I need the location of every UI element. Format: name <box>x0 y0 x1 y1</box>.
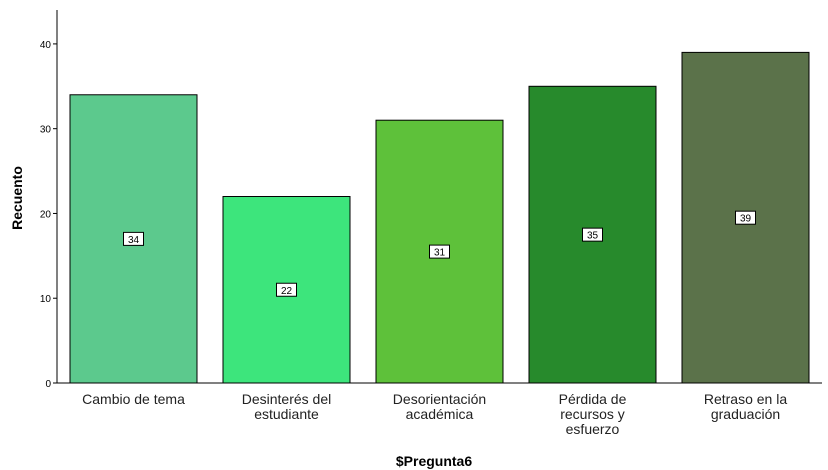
x-tick-label-line: Cambio de tema <box>82 391 185 407</box>
y-axis: 0 10 20 30 40 <box>40 10 58 390</box>
data-label: 22 <box>281 286 293 297</box>
data-label: 35 <box>587 231 599 242</box>
x-tick-label-line: académica <box>406 406 474 422</box>
bars: 34 22 31 35 39 <box>69 51 810 384</box>
data-label: 39 <box>740 214 752 225</box>
x-tick-label-line: recursos y <box>560 406 625 422</box>
data-label: 34 <box>128 235 140 246</box>
data-label-box <box>735 210 756 225</box>
x-tick-label-line: esfuerzo <box>566 421 620 437</box>
bar <box>375 119 504 384</box>
x-tick-label-line: Desorientación <box>393 391 486 407</box>
data-label-box <box>123 231 144 246</box>
y-tick-label: 30 <box>40 125 52 136</box>
x-axis-title: $Pregunta6 <box>396 453 472 469</box>
y-tick-label: 20 <box>40 209 52 220</box>
x-tick-label: Retraso en la graduación <box>704 391 787 422</box>
y-tick-label: 10 <box>40 294 52 305</box>
x-tick-label: Desinterés del estudiante <box>242 391 332 422</box>
data-label: 31 <box>434 248 446 259</box>
data-label-box <box>276 282 297 297</box>
y-tick-label: 40 <box>40 40 52 51</box>
x-tick-label-line: Desinterés del <box>242 391 332 407</box>
x-tick-label-line: estudiante <box>254 406 319 422</box>
x-tick-label-line: Pérdida de <box>559 391 627 407</box>
data-label-box <box>582 227 603 242</box>
x-tick-label: Cambio de tema <box>82 391 185 407</box>
x-tick-label-line: graduación <box>711 406 780 422</box>
x-tick-label-line: Retraso en la <box>704 391 787 407</box>
data-label-box <box>429 244 450 259</box>
x-tick-label: Pérdida de recursos y esfuerzo <box>559 391 627 437</box>
y-axis-title: Recuento <box>9 166 25 230</box>
x-tick-label: Desorientación académica <box>393 391 486 422</box>
x-axis: Cambio de tema Desinterés del estudianteDe… <box>57 382 822 437</box>
y-tick-label: 0 <box>45 379 51 390</box>
